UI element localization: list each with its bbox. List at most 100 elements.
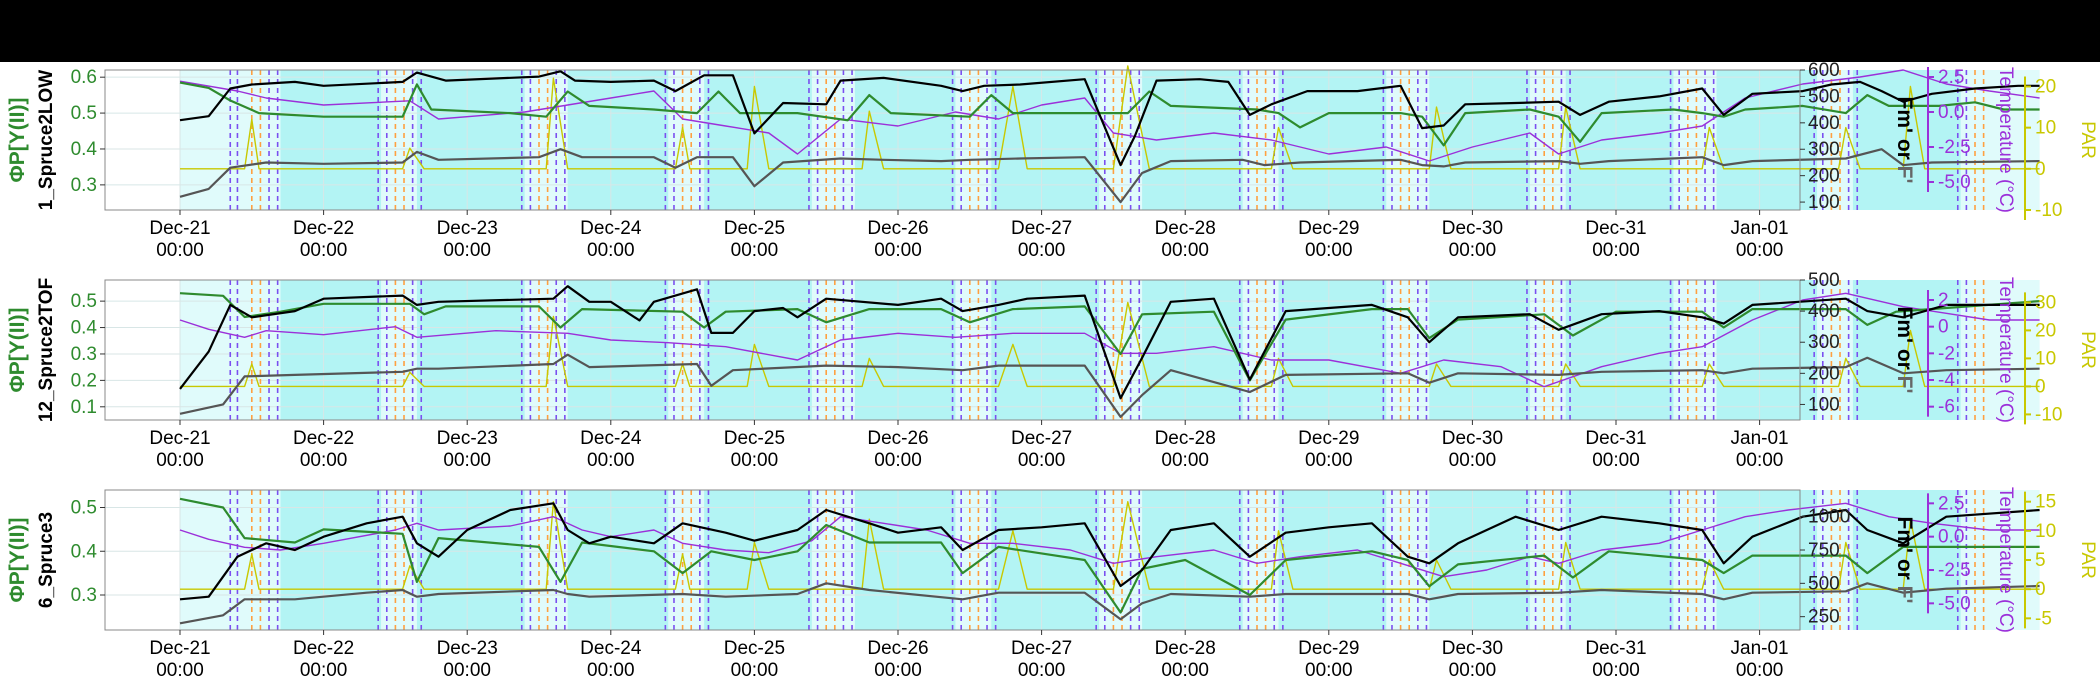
x-tick-label-date: Dec-28	[1155, 638, 1216, 659]
day-shade-2	[567, 70, 669, 210]
x-tick-label-date: Dec-31	[1585, 218, 1646, 239]
series-fm-line	[179, 70, 2040, 167]
x-tick-label-date: Dec-27	[1011, 638, 1072, 659]
x-tick-label-time: 00:00	[300, 240, 348, 261]
series-fm-line	[179, 285, 2040, 400]
temp-axis-title: Temperature (°C)	[1995, 487, 2016, 633]
x-tick-label-date: Dec-29	[1298, 218, 1359, 239]
day-shade-9	[1565, 490, 1674, 630]
x-tick-label-date: Dec-25	[724, 218, 785, 239]
day-shade-4	[854, 490, 956, 630]
f-title-part: F'	[1893, 376, 1916, 394]
par-tick-label: 10	[2035, 118, 2056, 139]
x-tick-label-date: Dec-29	[1298, 428, 1359, 449]
par-tick-label: -10	[2035, 404, 2062, 425]
fm-tick-label: 300	[1808, 139, 1840, 160]
x-tick-label-time: 00:00	[1736, 660, 1784, 681]
left-tick-label: 0.3	[71, 585, 97, 606]
fm-axis-title-text: Fm' or F'	[1893, 307, 1916, 394]
left-tick-label: 0.4	[71, 541, 98, 562]
panel-label: 12_Spruce2TOF	[36, 278, 57, 422]
panels-layer: 0.3 0.4 0.5 0.6 ΦP[Y(II)] 1_Spruce2LOW Dec-21 0…	[6, 62, 2098, 681]
x-tick-label-date: Dec-24	[580, 218, 642, 239]
x-tick-label-time: 00:00	[731, 240, 779, 261]
x-tick-label-date: Dec-24	[580, 428, 642, 449]
temp-tick-label: -6	[1938, 397, 1955, 418]
x-tick-label-date: Dec-29	[1298, 638, 1359, 659]
x-tick-label-time: 00:00	[874, 450, 922, 471]
x-tick-label-time: 00:00	[1449, 660, 1497, 681]
x-tick-label-time: 00:00	[1161, 450, 1209, 471]
panel-frame	[104, 489, 1801, 631]
fm-axis-title-text: Fm' or F'	[1893, 97, 1916, 184]
x-tick-label-date: Dec-21	[149, 638, 210, 659]
fm-title-or: or	[1893, 133, 1916, 166]
x-tick-label-date: Dec-23	[437, 428, 498, 449]
y-left-title: ΦP[Y(II)]	[6, 308, 29, 393]
x-tick-label-date: Dec-25	[724, 428, 785, 449]
panel-2: 0.1 0.2 0.3 0.4 0.5 ΦP[Y(II)] 12_Spruce2TOF Dec…	[6, 270, 2098, 471]
par-tick-label: 0	[2035, 159, 2046, 180]
x-tick-label-time: 00:00	[1305, 240, 1353, 261]
left-tick-label: 0.6	[71, 67, 97, 88]
x-tick-label-time: 00:00	[443, 240, 491, 261]
x-tick-label-date: Dec-30	[1442, 218, 1503, 239]
panel-frame	[104, 279, 1801, 421]
fm-axis-title: Fm' or F'	[1893, 97, 1916, 184]
par-axis-title: PAR	[2077, 121, 2098, 159]
temp-tick-label: -2.5	[1938, 137, 1971, 158]
x-tick-label-time: 00:00	[1161, 660, 1209, 681]
x-tick-label-date: Dec-23	[437, 638, 498, 659]
x-tick-label-time: 00:00	[443, 660, 491, 681]
day-shade-9	[1565, 70, 1674, 210]
day-shade-0	[280, 70, 382, 210]
x-tick-label-time: 00:00	[587, 240, 635, 261]
series-par-line	[180, 501, 2040, 590]
day-shade-1	[416, 490, 525, 630]
x-tick-label-date: Dec-31	[1585, 428, 1646, 449]
fm-title-or: or	[1893, 343, 1916, 376]
fm-tick-label: 250	[1808, 607, 1840, 628]
x-tick-label-date: Dec-22	[293, 428, 354, 449]
fm-tick-label: 300	[1808, 332, 1840, 353]
fm-tick-label: 100	[1808, 192, 1840, 213]
day-shade-1	[416, 70, 525, 210]
panel-label: 1_Spruce2LOW	[36, 70, 57, 210]
fm-tick-label: 400	[1808, 113, 1840, 134]
left-tick-label: 0.2	[71, 370, 97, 391]
x-tick-label-time: 00:00	[1305, 660, 1353, 681]
day-shade-7	[1278, 70, 1387, 210]
fm-title-part: Fm'	[1893, 517, 1916, 554]
temp-tick-label: 2.5	[1938, 493, 1964, 514]
day-shade-0	[280, 490, 382, 630]
top-black-bar	[0, 0, 2100, 62]
x-tick-label-time: 00:00	[443, 450, 491, 471]
x-tick-label-date: Jan-01	[1731, 638, 1789, 659]
x-tick-label-date: Jan-01	[1731, 428, 1789, 449]
x-tick-label-time: 00:00	[874, 660, 922, 681]
x-tick-label-date: Dec-22	[293, 218, 354, 239]
par-tick-label: 5	[2035, 550, 2046, 571]
fm-tick-label: 100	[1808, 394, 1840, 415]
day-shade-11	[1852, 280, 1961, 420]
x-tick-label-time: 00:00	[1592, 450, 1640, 471]
x-tick-label-date: Dec-21	[149, 218, 210, 239]
temp-tick-label: 0.0	[1938, 102, 1964, 123]
day-shade-10	[1716, 490, 1818, 630]
x-tick-label-date: Dec-27	[1011, 428, 1072, 449]
chart-figure: 0.3 0.4 0.5 0.6 ΦP[Y(II)] 1_Spruce2LOW Dec-21 0…	[6, 62, 2098, 681]
day-shade-3	[704, 70, 812, 210]
x-tick-label-time: 00:00	[1736, 240, 1784, 261]
fm-tick-label: 600	[1808, 62, 1840, 81]
fm-tick-label: 500	[1808, 573, 1840, 594]
fm-tick-label: 750	[1808, 540, 1840, 561]
temp-tick-label: -5.0	[1938, 172, 1971, 193]
fm-tick-label: 200	[1808, 166, 1840, 187]
fm-tick-label: 200	[1808, 363, 1840, 384]
series-f-line	[179, 582, 2040, 625]
fm-tick-label: 500	[1808, 86, 1840, 107]
left-tick-label: 0.5	[71, 498, 97, 519]
x-tick-label-date: Dec-26	[867, 638, 928, 659]
f-title-part: F'	[1893, 166, 1916, 184]
par-tick-label: -5	[2035, 608, 2052, 629]
